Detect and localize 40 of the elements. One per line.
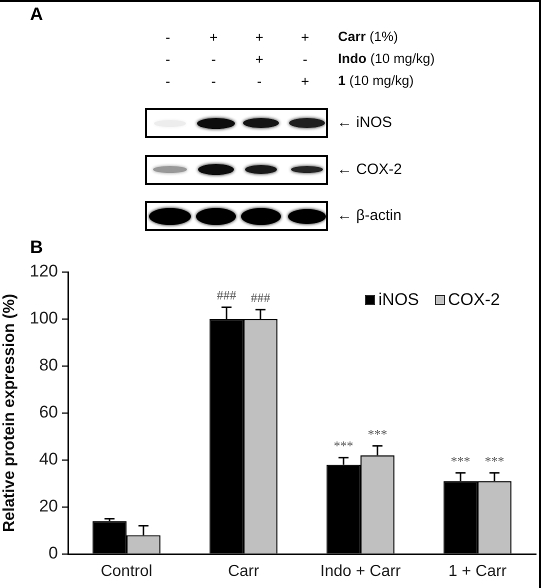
- text: -: [166, 72, 170, 89]
- y-tick-label: 80: [39, 356, 58, 375]
- annotation: ###: [216, 288, 237, 303]
- text: +: [210, 29, 218, 45]
- text: A: [30, 4, 43, 25]
- text: +: [301, 29, 310, 45]
- text: -: [211, 72, 216, 89]
- annotation: ***: [334, 438, 354, 454]
- annotation: ***: [450, 453, 470, 468]
- text: -: [302, 50, 308, 67]
- text: -: [257, 72, 262, 89]
- text: ← COX-2: [337, 160, 402, 178]
- y-tick-label: 100: [30, 308, 58, 328]
- y-tick-label: 40: [39, 450, 58, 469]
- annotation: ***: [368, 426, 388, 442]
- annotation: ###: [250, 290, 271, 306]
- legend-label: iNOS: [378, 290, 420, 310]
- x-tick-label: Carr: [228, 563, 260, 580]
- category-label: Carr (1%): [338, 29, 398, 44]
- x-tick-label: 1 + Carr: [448, 563, 508, 580]
- annotation: ***: [484, 453, 504, 468]
- y-tick-label: 60: [39, 402, 58, 422]
- legend-label: COX-2: [448, 290, 500, 310]
- text: ← β-actin: [337, 207, 402, 225]
- text: ← iNOS: [337, 114, 392, 132]
- text: +: [255, 29, 264, 45]
- text: +: [301, 72, 310, 89]
- text: -: [166, 50, 170, 67]
- chart-title: B: [30, 237, 43, 258]
- text: -: [166, 29, 170, 45]
- y-axis-title: Relative protein expression (%): [1, 294, 18, 532]
- category-label: Indo (10 mg/kg): [338, 50, 435, 66]
- category-label: 1 (10 mg/kg): [338, 72, 414, 88]
- text: +: [255, 50, 264, 67]
- text: -: [211, 50, 216, 67]
- x-tick-label: Indo + Carr: [320, 563, 402, 580]
- x-tick-label: Control: [100, 563, 152, 580]
- y-tick-label: 0: [48, 544, 58, 563]
- y-tick-label: 120: [30, 262, 58, 281]
- y-tick-label: 20: [39, 496, 58, 516]
